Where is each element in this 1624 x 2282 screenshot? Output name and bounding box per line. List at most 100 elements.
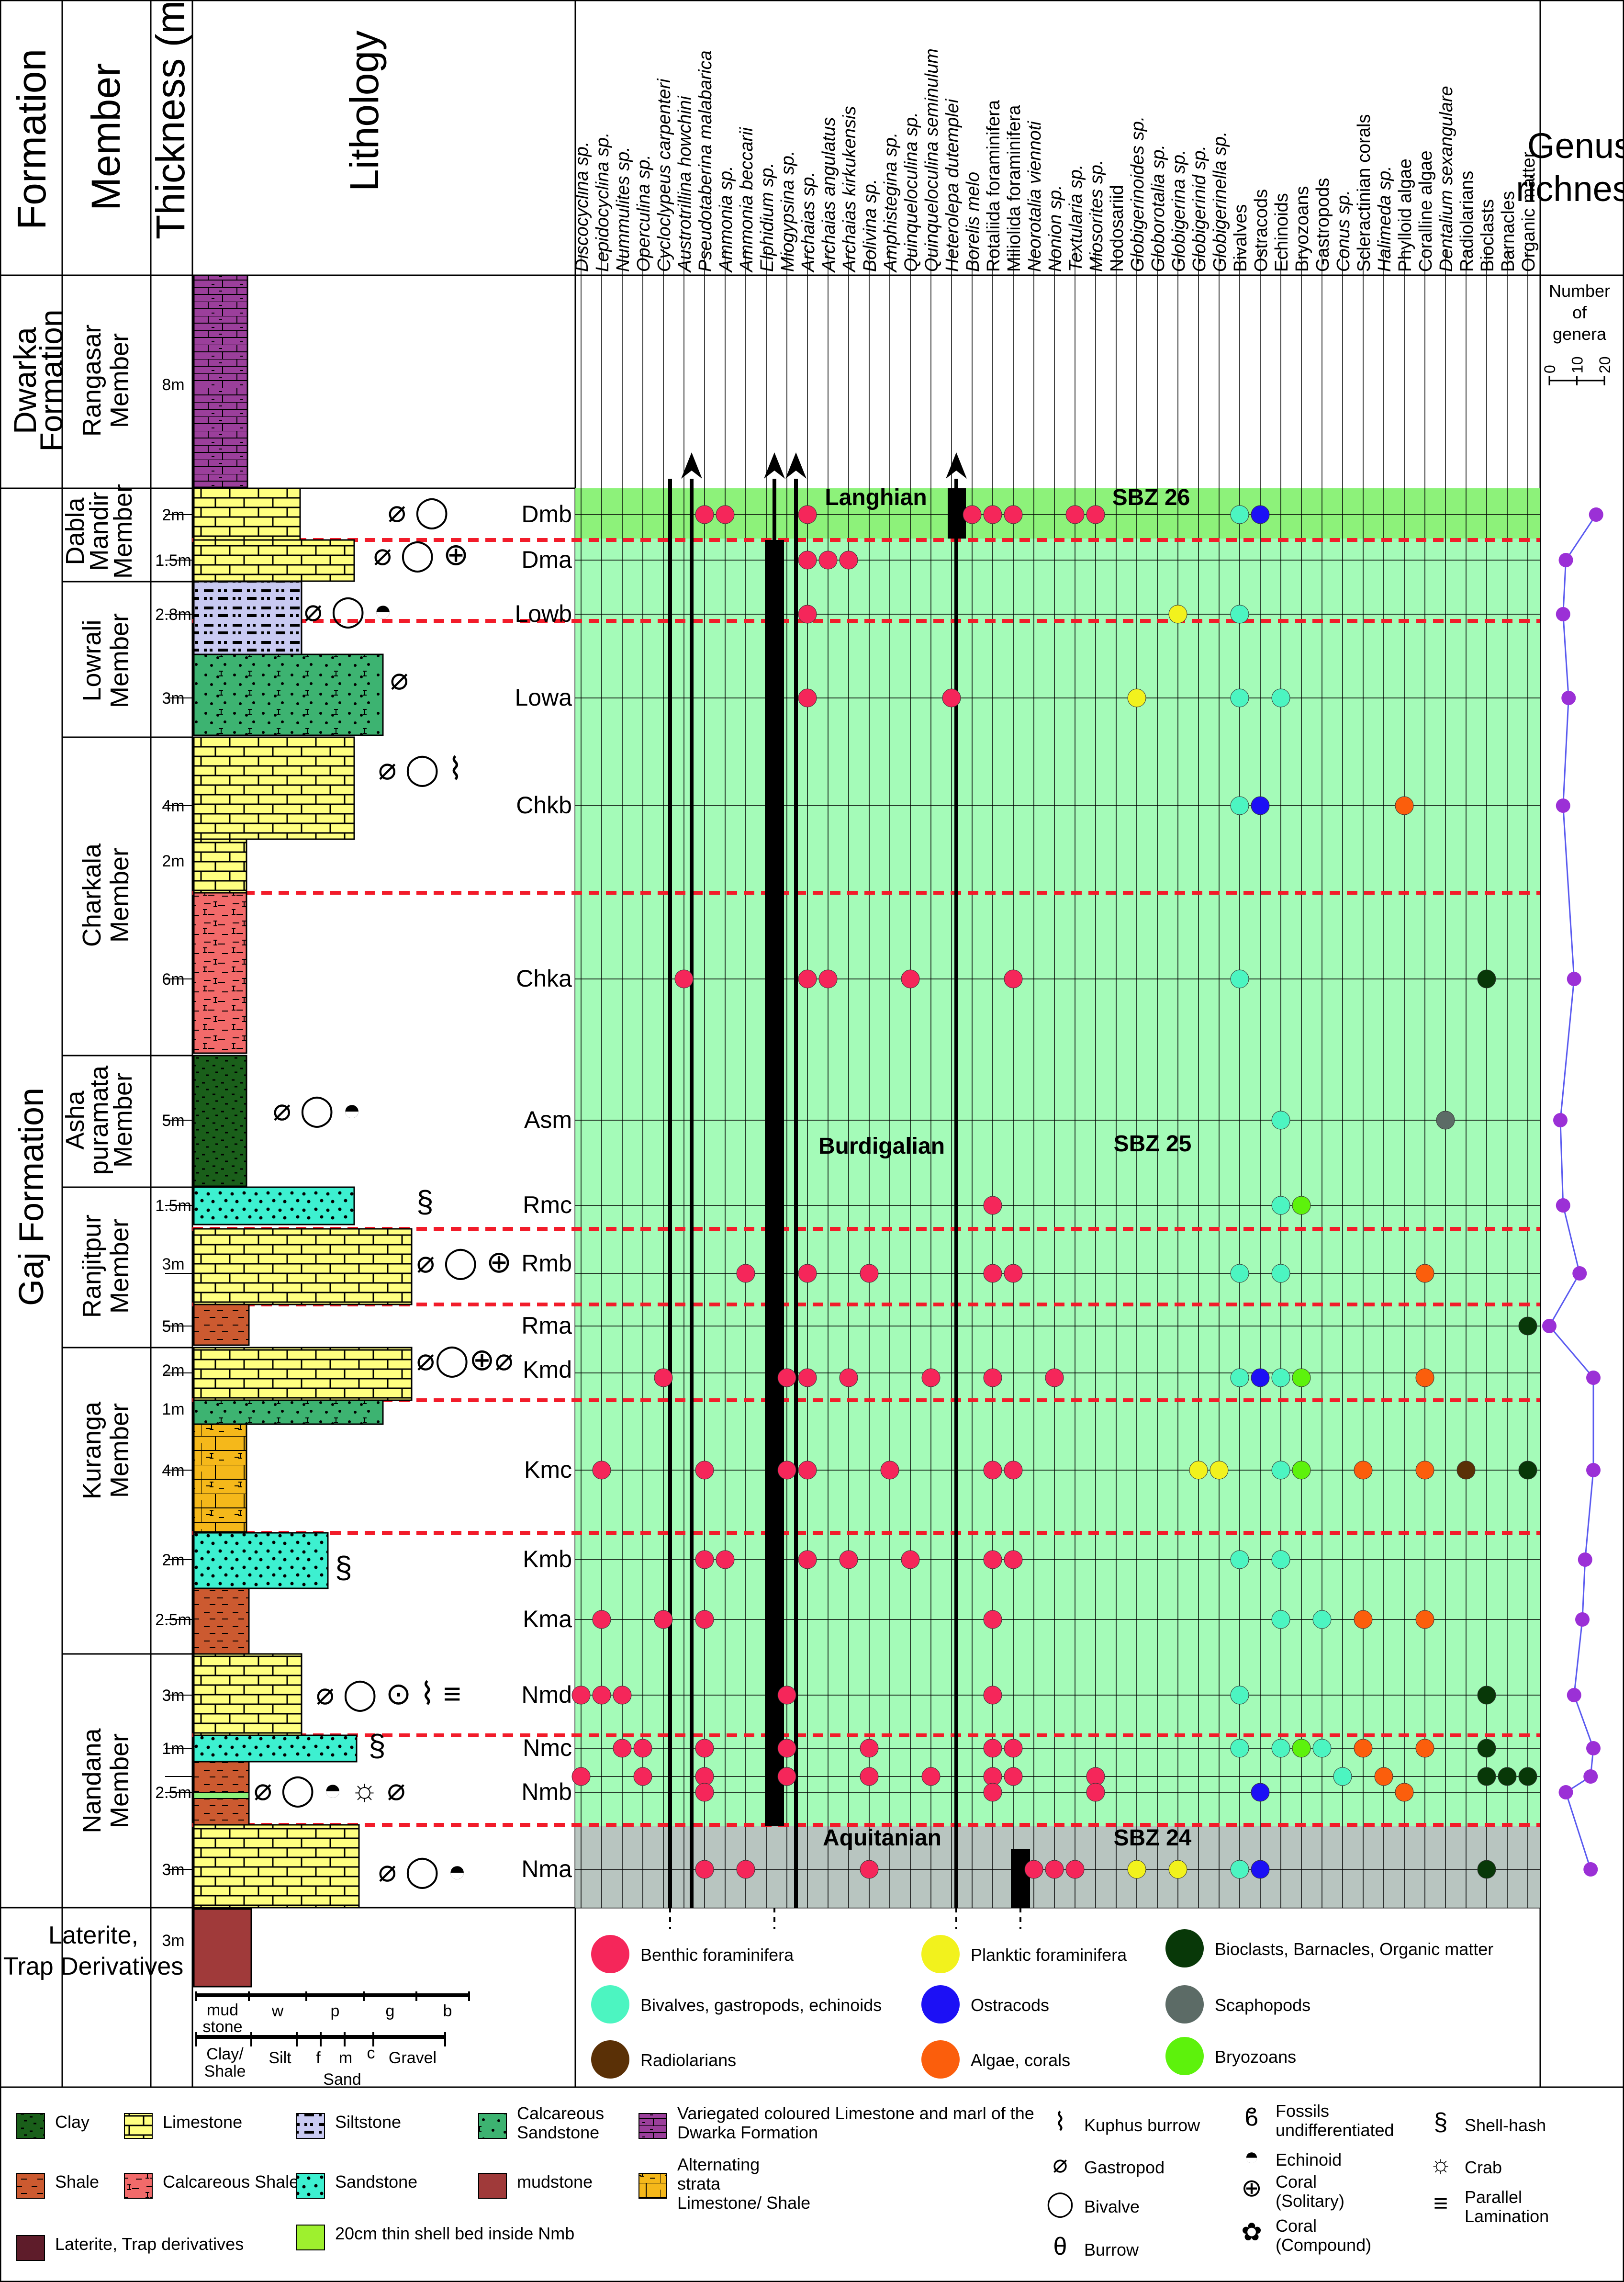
thickness-label: 3m [162,1686,184,1705]
occurrence-dot [1230,605,1249,624]
occurrence-dot [1230,1368,1249,1387]
occurrence-dot [1271,688,1290,708]
richness-axis-title: Number [1549,281,1610,301]
zone-name: SBZ 24 [1114,1825,1192,1851]
occurrence-dot [983,1550,1002,1569]
occurrence-dot [1292,1461,1311,1480]
occurrence-dot [1415,1739,1434,1758]
fossil-symbols: ⌀ [390,662,409,696]
thickness-label: 2m [162,506,184,524]
stage-name: Burdigalian [818,1134,945,1159]
legend-label: Shale [55,2172,99,2192]
legend-swatch [478,2173,507,2199]
taxon-name: Halimeda sp. [1375,166,1395,272]
occurrence-dot [777,1368,796,1387]
burdigalian-band [575,539,1540,1826]
occurrence-dot [695,505,714,524]
sample-code: Dma [521,546,572,573]
taxon-name: Heterolepa dutemplei [942,98,963,272]
thickness-label: 2.5m [155,1784,191,1802]
legend-label: Scaphopods [1215,1995,1310,2015]
thickness-label: 1m [162,1400,184,1418]
occurrence-dot [1292,1739,1311,1758]
taxon-name: Bivalves [1231,204,1251,272]
grain-label: b [443,2002,452,2020]
richness-point [1558,1785,1573,1799]
taxon-name: Cycloclypeus carpenteri [654,78,674,272]
lithology-bed [193,736,355,840]
taxon-name: Austrotrillina howchini [675,95,695,273]
occurrence-dot [633,1767,652,1786]
header-member: Member [83,63,128,211]
lithology-bed [193,838,247,894]
legend-label: (Solitary) [1276,2191,1344,2211]
thickness-label: 2m [162,1551,184,1569]
lithology-bed [193,1399,384,1425]
legend-swatch [638,2113,667,2139]
taxon-name: Pseudotaberina malabarica [695,50,716,272]
member-name: Member [109,1073,137,1168]
occurrence-dot [839,551,858,570]
sample-code: Rmb [521,1250,572,1277]
taxon-name: Globigerina sp. [1169,149,1189,272]
occurrence-dot [983,1264,1002,1283]
legend-swatch [478,2113,507,2139]
occurrence-dot [1271,1610,1290,1629]
thickness-label: 3m [162,1932,184,1950]
legend-label: Parallel [1465,2187,1522,2207]
header-genus: Genus [1527,126,1624,166]
lithology-bed [193,1653,302,1736]
grain-label: p [331,2002,340,2020]
legend-label: Algae, corals [971,2050,1070,2070]
legend-label: Variegated coloured Limestone and marl o… [677,2103,1034,2123]
coral-solitary-icon: ⊕ [1241,2174,1262,2202]
formation-dwarka: Dwarka [7,327,43,434]
occurrence-dot [1230,505,1249,524]
occurrence-dot [1271,1368,1290,1387]
bivalve-icon: ◯ [1046,2190,1074,2218]
occurrence-dot [777,1686,796,1705]
richness-point [1583,1862,1598,1877]
thickness-label: 2.5m [155,1611,191,1629]
occurrence-dots [571,505,1537,1879]
richness-point [1586,1463,1601,1477]
richness-tick-label: 20 [1596,356,1613,373]
legend-label: Sandstone [517,2123,599,2142]
taxon-name: Ammonia beccarii [737,126,757,273]
richness-point [1578,1552,1592,1567]
sample-code: Nma [521,1855,572,1882]
taxon-name: Phylloid algae [1395,158,1415,272]
legend-label: Echinoid [1276,2150,1342,2170]
occurrence-dot [674,969,694,989]
richness-axis-title: genera [1553,324,1607,344]
legend-label: Radiolarians [640,2050,736,2070]
occurrence-dot [983,505,1002,524]
member-name: Member [105,613,134,708]
taxon-name: Borelis melo [963,172,983,272]
legend-label: Coral [1276,2172,1317,2192]
legend-swatch [124,2173,153,2199]
occurrence-dot [1292,1368,1311,1387]
zone-name: SBZ 26 [1112,485,1190,510]
grain-label: Sand [323,2070,361,2089]
occurrence-dot [860,1264,879,1283]
occurrence-dot [571,1767,591,1786]
lithology-column: ⌀ ◯ ⌀ ◯ ⊕ ⌀ ◯ ◓ ⌀ ⌀ ◯ ⌇ ⌀ ◯ ◓ § ⌀ ◯ ⊕ ⌀◯⊕⌀ § ⌀ ◯ ⊙… [193,274,513,1988]
occurrence-dot [798,605,817,624]
occurrence-dot [695,1783,714,1802]
occurrence-dot [1251,505,1270,524]
taxon-name: Archaias angulatus [819,117,839,273]
richness-line [1548,514,1597,1870]
occurrence-dot [921,1767,941,1786]
legend-label: Bivalve [1084,2197,1140,2216]
richness-point [1567,972,1581,986]
occurrence-dot [1415,1264,1434,1283]
occurrence-dot [860,1739,879,1758]
richness-point [1556,1198,1570,1213]
taxon-name: Textularia sp. [1066,164,1086,272]
grain-label: g [386,2002,395,2020]
legend-label: undifferentiated [1276,2120,1394,2140]
member-name: Member [105,1403,134,1498]
